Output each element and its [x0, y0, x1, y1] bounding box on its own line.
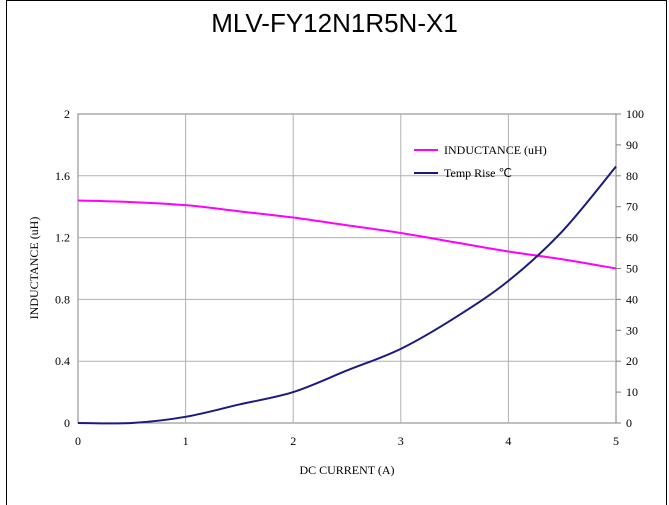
y-tick-label-right: 40 — [626, 292, 638, 306]
y-tick-label-left: 1.2 — [55, 231, 70, 245]
y-tick-label-right: 50 — [626, 262, 638, 276]
y-tick-label-right: 90 — [626, 138, 638, 152]
axes: 0 1 2 3 4 500.40.81.21.6201020304050607080901… — [55, 107, 644, 448]
y-tick-label-right: 100 — [626, 107, 644, 121]
y-tick-label-right: 70 — [626, 200, 638, 214]
legend: INDUCTANCE (uH) Temp Rise ℃ — [414, 143, 547, 180]
y-tick-label-right: 80 — [626, 169, 638, 183]
temp-rise-line — [77, 165, 617, 425]
y-tick-label-left: 0 — [64, 416, 70, 430]
y-tick-label-right: 30 — [626, 323, 638, 337]
x-tick-label: 1 — [183, 434, 189, 448]
y-tick-label-right: 0 — [626, 416, 632, 430]
series-layer — [77, 165, 617, 425]
inductance-line — [77, 199, 617, 270]
x-tick-label: 5 — [613, 434, 619, 448]
y-tick-label-left: 1.6 — [55, 169, 70, 183]
y-axis-title: INDUCTANCE (uH) — [27, 217, 41, 320]
legend-label: Temp Rise ℃ — [444, 166, 512, 180]
y-tick-label-right: 60 — [626, 231, 638, 245]
y-tick-label-right: 20 — [626, 354, 638, 368]
x-tick-label: 3 — [398, 434, 404, 448]
legend-label: INDUCTANCE (uH) — [444, 143, 547, 157]
chart-title: MLV-FY12N1R5N-X1 — [211, 8, 458, 38]
y-tick-label-left: 0.8 — [55, 292, 70, 306]
x-tick-label: 2 — [290, 434, 296, 448]
y-tick-label-left: 0.4 — [55, 354, 70, 368]
plot-area — [77, 113, 617, 424]
grid-lines — [78, 114, 616, 423]
x-axis-title: DC CURRENT (A) — [299, 463, 394, 477]
x-tick-label: 0 — [75, 434, 81, 448]
y-tick-label-left: 2 — [64, 107, 70, 121]
x-tick-label: 4 — [505, 434, 511, 448]
y-tick-label-right: 10 — [626, 385, 638, 399]
